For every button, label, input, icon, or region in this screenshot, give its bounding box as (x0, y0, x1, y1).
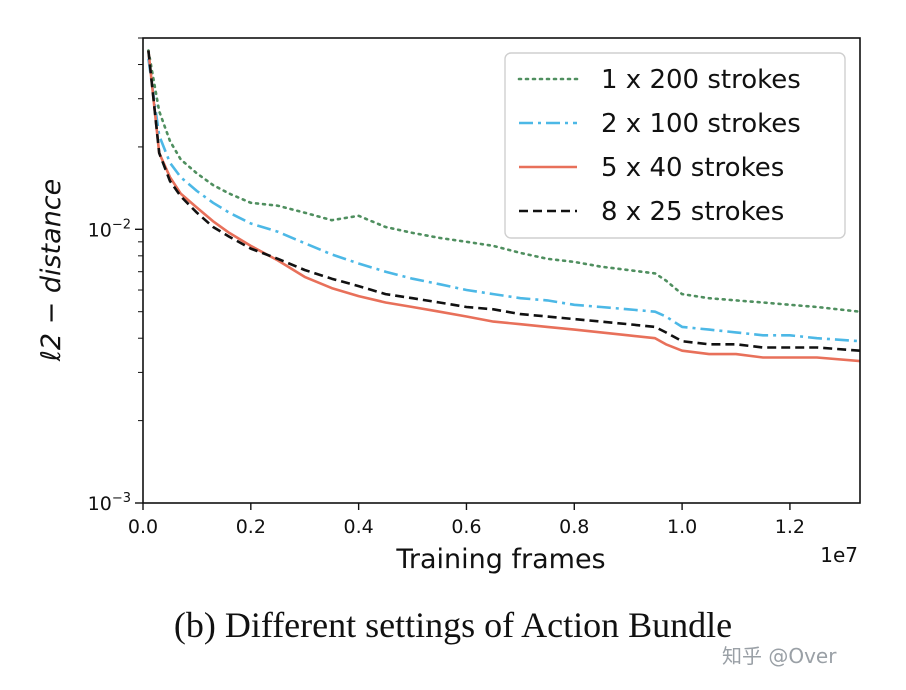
x-tick-label-6: 1.2 (775, 516, 805, 538)
y-tick-label-1: 10−2 (88, 217, 131, 241)
axes-frame (142, 37, 861, 504)
figure-caption: (b) Different settings of Action Bundle (173, 605, 733, 645)
axis-labels: Training frames 1e7 ℓ2 − distance (36, 179, 858, 575)
x-tick-label-2: 0.4 (344, 516, 374, 538)
series-line-4 (147, 50, 860, 352)
watermark-text: 知乎 @Over (722, 644, 837, 668)
series-line-3 (147, 50, 860, 363)
x-axis-label: Training frames (395, 544, 605, 575)
x-tick-label-3: 0.6 (451, 516, 481, 538)
y-axis-label: ℓ2 − distance (36, 179, 67, 363)
legend: 1 x 200 strokes 2 x 100 strokes 5 x 40 str… (504, 52, 846, 239)
series-layer (147, 49, 860, 363)
x-tick-label-4: 0.8 (559, 516, 589, 538)
x-tick-label-0: 0.0 (128, 516, 158, 538)
x-tick-label-5: 1.0 (667, 516, 697, 538)
x-offset-label: 1e7 (820, 543, 858, 567)
legend-box (504, 52, 846, 239)
series-line-1 (147, 49, 860, 314)
legend-label-4: 8 x 25 strokes (601, 197, 784, 227)
y-tick-label-0: 10−3 (88, 491, 131, 515)
legend-label-1: 1 x 200 strokes (601, 65, 801, 95)
axes-layer: 0.0 0.2 0.4 0.6 0.8 1.0 1.2 10−3 10−2 (88, 37, 861, 538)
legend-label-3: 5 x 40 strokes (601, 153, 784, 183)
x-tick-label-1: 0.2 (236, 516, 266, 538)
series-line-2 (147, 58, 860, 343)
legend-label-2: 2 x 100 strokes (601, 109, 801, 139)
